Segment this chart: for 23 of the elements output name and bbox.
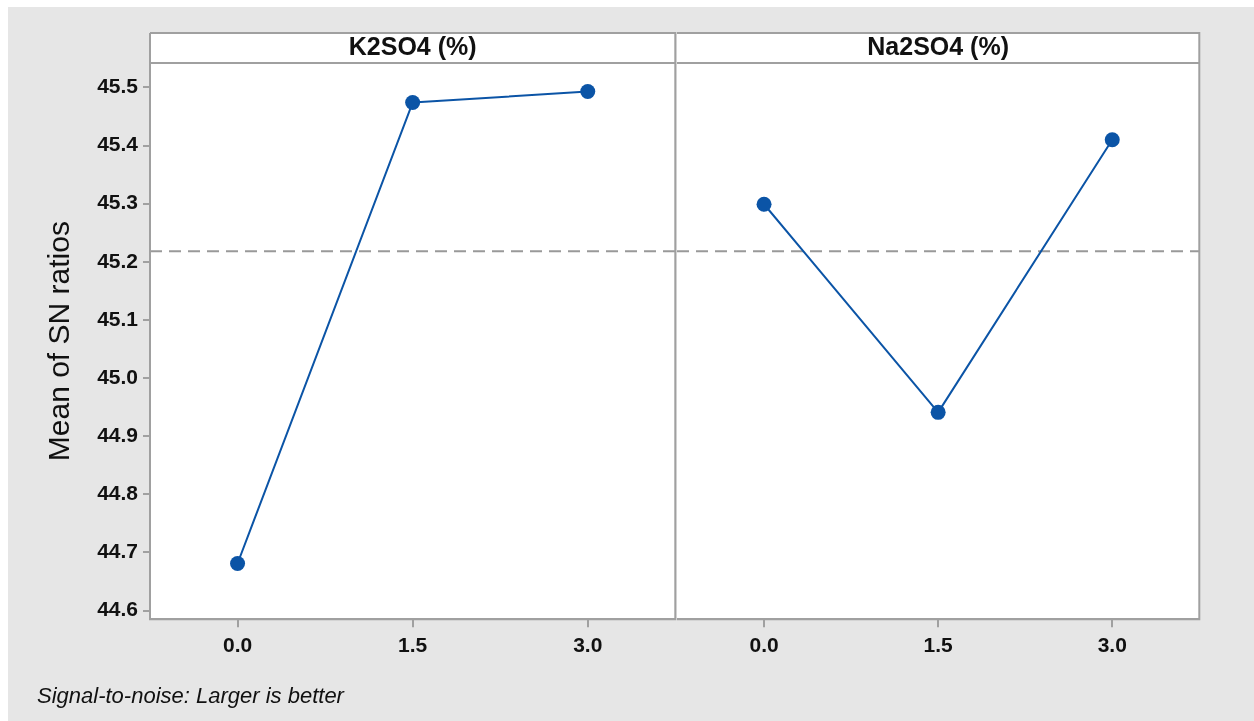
point	[580, 83, 596, 99]
x-tick-label: 3.0	[1097, 632, 1127, 656]
x-tick-label: 0.0	[749, 632, 779, 656]
chart-title: Na2SO4 (%)	[867, 31, 1010, 60]
y-tick-label: 44.7	[97, 539, 138, 563]
y-tick-label: 44.6	[97, 597, 138, 621]
chart-title: K2SO4 (%)	[348, 31, 477, 60]
x-tick-label: 3.0	[573, 632, 603, 656]
point	[405, 95, 421, 111]
x-tick-label: 1.5	[398, 632, 428, 656]
y-tick-label: 45.1	[97, 306, 139, 330]
x-tick-label: 0.0	[222, 632, 253, 656]
text: Signal-to-noise: Larger is better	[37, 683, 346, 709]
y-axis-title: Mean of SN ratios	[42, 221, 76, 462]
y-tick-label: 44.9	[97, 422, 138, 446]
y-tick-label: 44.8	[97, 481, 139, 505]
y-tick-label: 45.3	[97, 190, 138, 214]
y-tick-label: 45.4	[97, 132, 139, 156]
point	[230, 556, 246, 571]
y-tick-label: 45.5	[97, 74, 139, 98]
y-tick-label: 45.0	[97, 364, 138, 388]
y-tick-label: 45.2	[97, 248, 138, 272]
x-tick-label: 1.5	[923, 632, 954, 656]
